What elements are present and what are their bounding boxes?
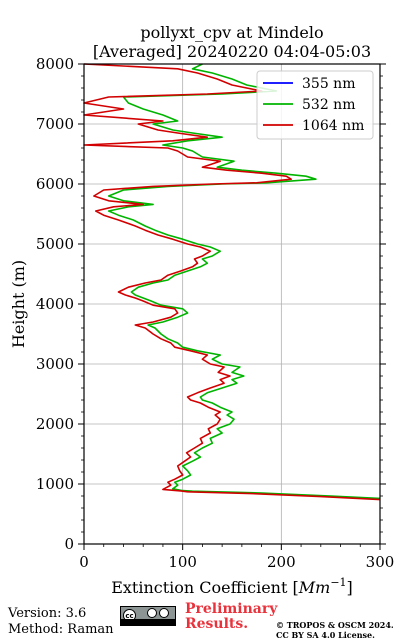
extinction-profile-chart: pollyxt_cpv at Mindelo [Averaged] 202402… bbox=[9, 23, 395, 597]
prelim-line2: Results. bbox=[185, 616, 249, 632]
legend-label: 1064 nm bbox=[302, 118, 364, 134]
x-tick-label: 100 bbox=[168, 553, 197, 571]
y-tick-label: 3000 bbox=[36, 355, 74, 373]
x-axis-label: Extinction Coefficient [Mm−1] bbox=[111, 576, 353, 597]
y-tick-label: 0 bbox=[64, 535, 74, 553]
y-tick-label: 7000 bbox=[36, 115, 74, 133]
x-tick-label: 0 bbox=[79, 553, 89, 571]
chart-title-line2: [Averaged] 20240220 04:04-05:03 bbox=[93, 42, 371, 61]
series-line-532-nm bbox=[107, 63, 381, 500]
x-tick-label: 300 bbox=[366, 553, 395, 571]
y-tick-label: 4000 bbox=[36, 295, 74, 313]
y-axis-label: Height (m) bbox=[9, 260, 28, 348]
series-lines bbox=[83, 63, 381, 501]
legend: 355 nm 532 nm 1064 nm bbox=[256, 70, 374, 140]
x-tick-label: 200 bbox=[267, 553, 296, 571]
y-tick-label: 6000 bbox=[36, 175, 74, 193]
version-text: Version: 3.6 bbox=[8, 606, 87, 621]
cc-license-badge: cc bbox=[120, 606, 176, 626]
legend-box bbox=[256, 70, 374, 140]
y-tick-label: 1000 bbox=[36, 475, 74, 493]
copyright-notice: © TROPOS & OSCM 2024. CC BY SA 4.0 Licen… bbox=[276, 620, 394, 640]
method-text: Method: Raman bbox=[8, 622, 114, 637]
legend-label: 532 nm bbox=[302, 97, 355, 113]
copyright-line2: CC BY SA 4.0 License. bbox=[276, 630, 375, 640]
by-icon bbox=[147, 608, 157, 618]
prelim-line1: Preliminary bbox=[185, 601, 278, 617]
preliminary-notice: Preliminary Results. bbox=[185, 602, 277, 632]
axis-ticks: 0 1000 2000 3000 4000 5000 6000 7000 8000 0 100 200… bbox=[36, 55, 395, 571]
y-tick-label: 8000 bbox=[36, 55, 74, 73]
legend-label: 355 nm bbox=[302, 76, 355, 92]
y-tick-label: 2000 bbox=[36, 415, 74, 433]
series-line-1064-nm bbox=[83, 63, 381, 501]
sa-icon bbox=[159, 608, 169, 618]
copyright-line1: © TROPOS & OSCM 2024. bbox=[276, 620, 394, 630]
version-method-info: Version: 3.6 Method: Raman bbox=[8, 606, 114, 638]
y-tick-label: 5000 bbox=[36, 235, 74, 253]
chart-title-line1: pollyxt_cpv at Mindelo bbox=[140, 23, 323, 42]
